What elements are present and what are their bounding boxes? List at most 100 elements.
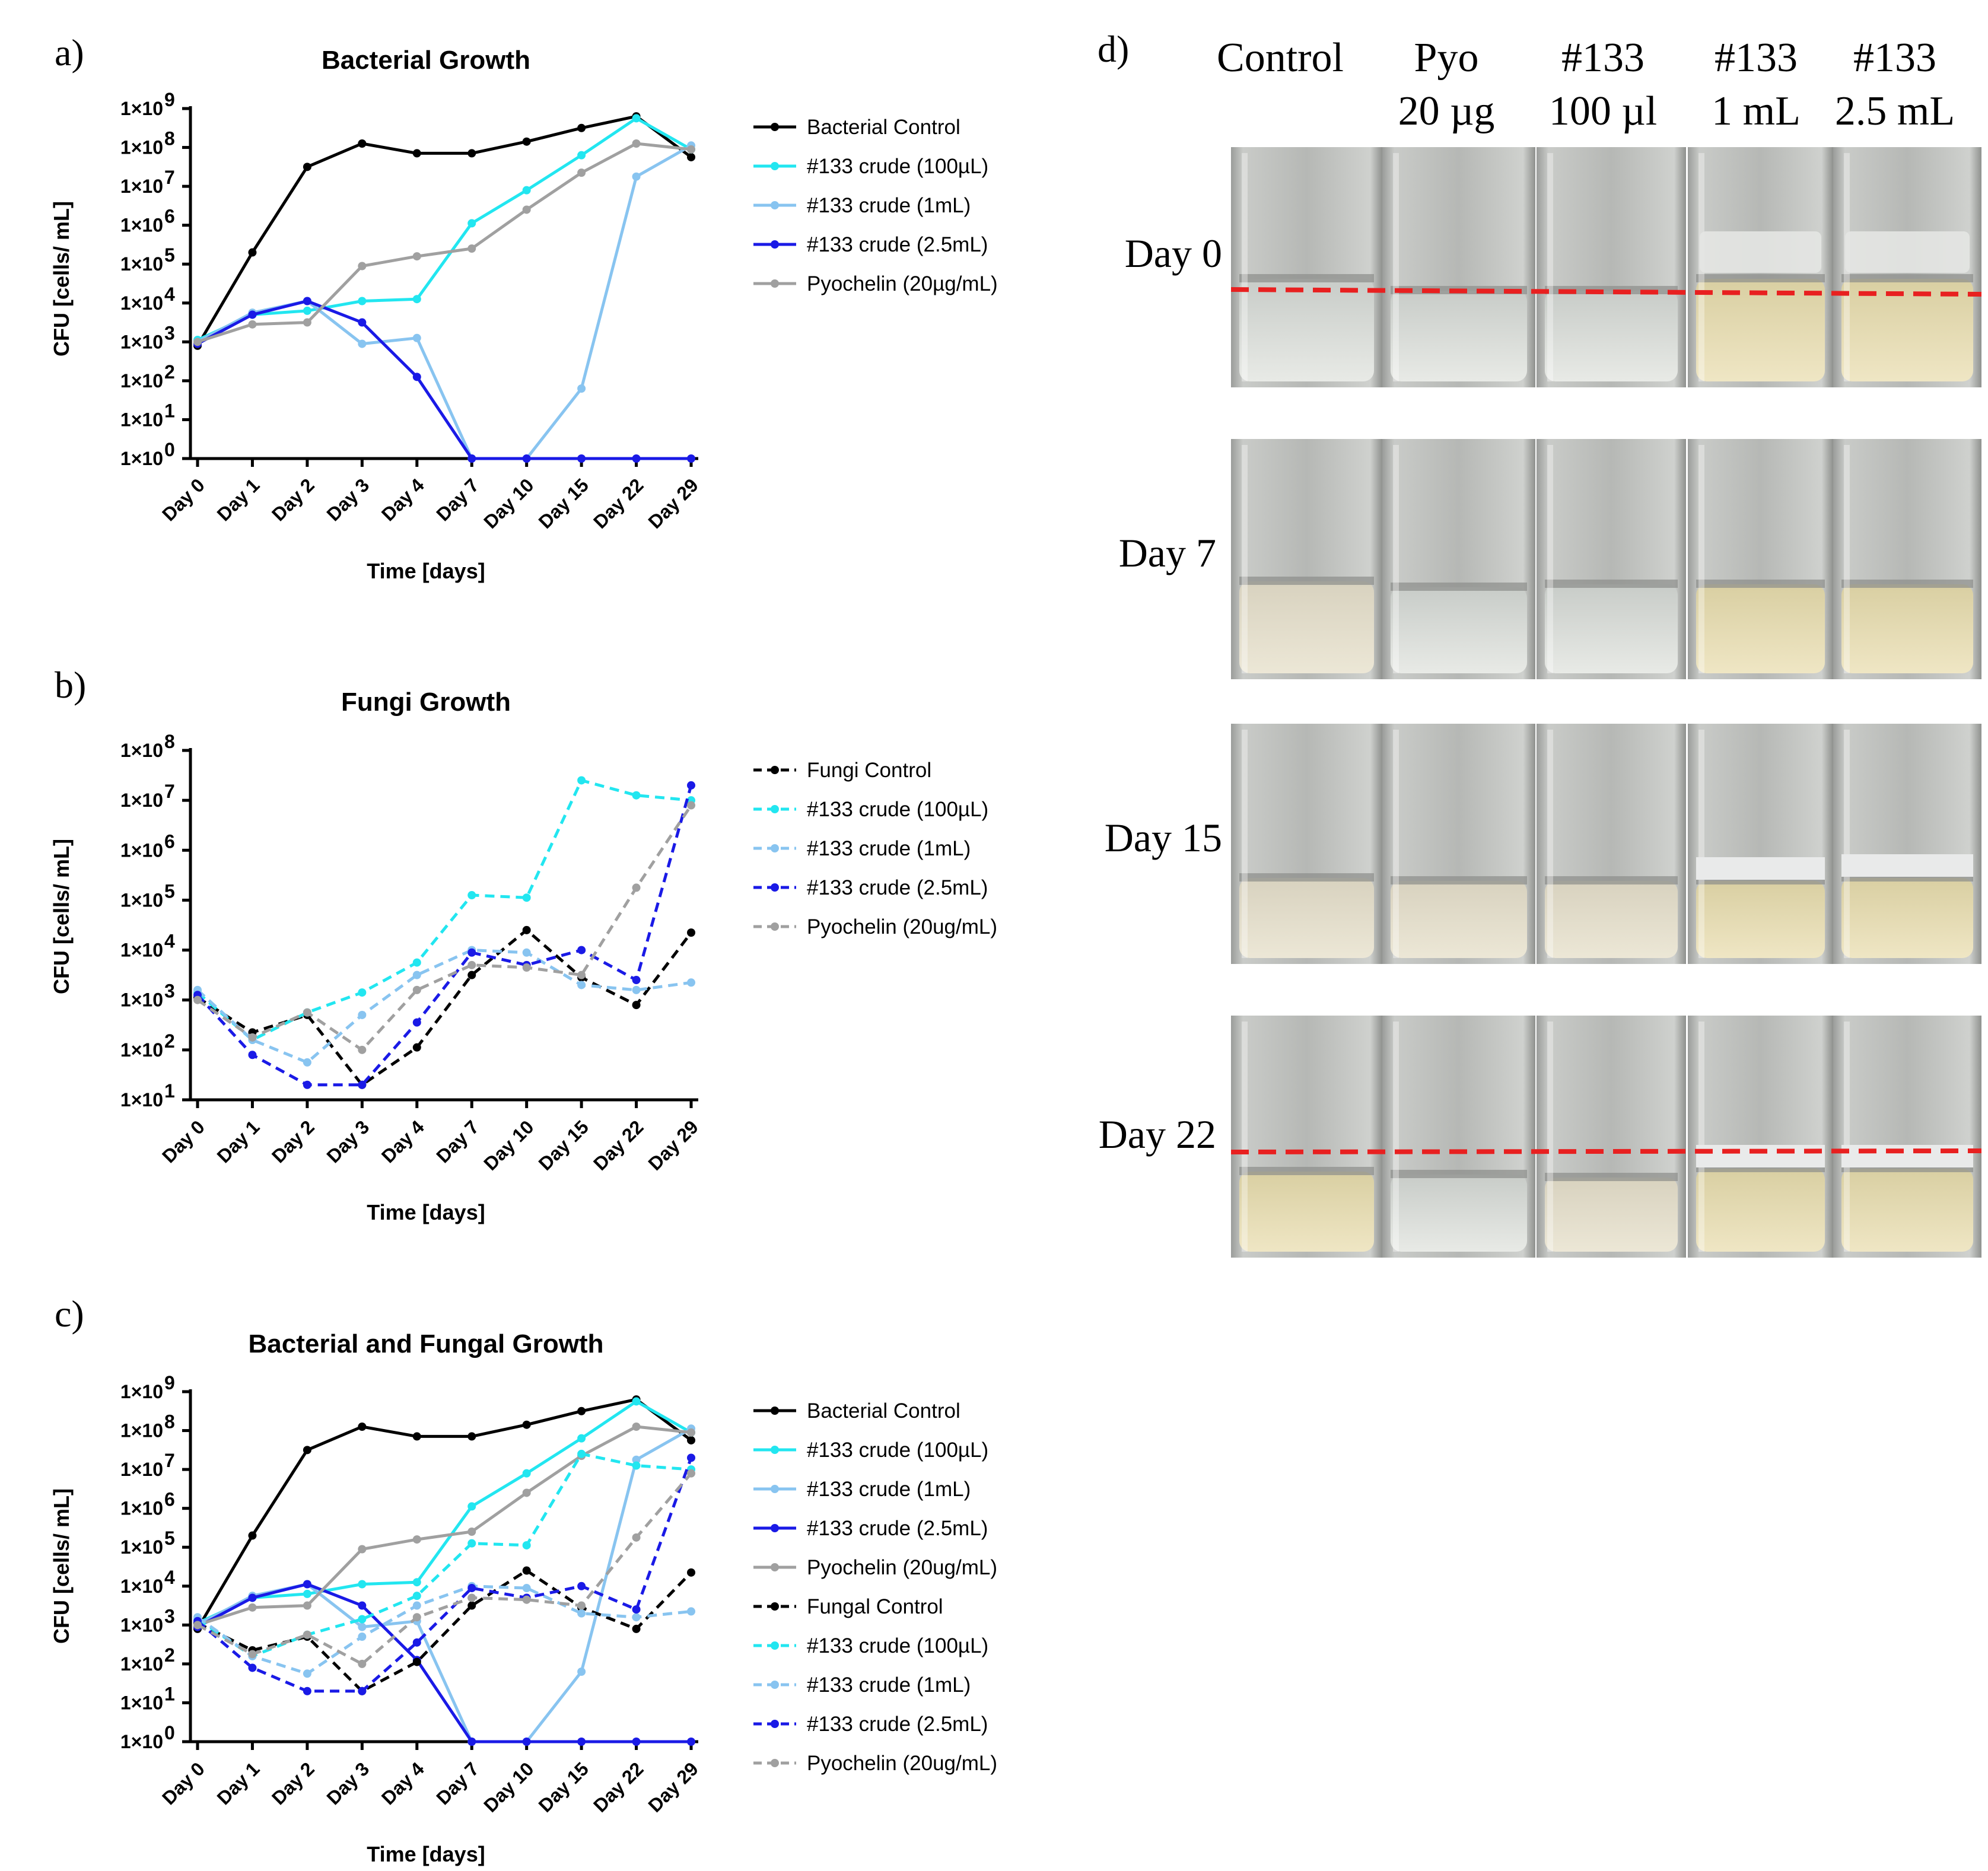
- series-line: [196, 1452, 692, 1658]
- y-tick-exponent: 1: [164, 400, 175, 421]
- x-tick-label: Day 22: [589, 1116, 647, 1174]
- data-point: [522, 1738, 531, 1746]
- y-tick-exponent: 4: [164, 931, 175, 952]
- y-tick-exponent: 7: [164, 167, 175, 188]
- panel-letter-b: b): [55, 664, 86, 706]
- data-point: [467, 1584, 476, 1593]
- vial-photo: [1231, 147, 1382, 387]
- series-layer: [193, 112, 695, 463]
- legend-entry: #133 crude (2.5mL): [753, 1517, 988, 1540]
- legend-swatch-marker: [771, 201, 779, 209]
- x-axis-label: Time [days]: [367, 1200, 485, 1224]
- data-point: [577, 970, 586, 979]
- y-tick-exponent: 3: [164, 981, 175, 1002]
- data-point: [522, 454, 531, 463]
- data-point: [412, 1018, 421, 1027]
- data-point: [303, 1589, 311, 1598]
- vial-highlight: [1393, 1022, 1399, 1252]
- data-point: [248, 1033, 257, 1042]
- data-point: [248, 248, 257, 257]
- series-line: [196, 1584, 692, 1675]
- data-point: [303, 1601, 311, 1610]
- data-point: [577, 1434, 586, 1443]
- vial-liquid: [1239, 1172, 1374, 1252]
- y-tick-exponent: 6: [164, 206, 175, 227]
- series-pyochelin-20-g-ml: [193, 139, 695, 346]
- series-line: [196, 300, 691, 460]
- y-tick-label: 1×10: [120, 1576, 163, 1597]
- vial-liquid: [1696, 279, 1825, 381]
- data-point: [522, 1584, 531, 1593]
- x-tick-label: Day 22: [589, 1758, 647, 1816]
- photo-column-headers: Control Pyo 20 µg #133 100 µl #133 1 mL …: [1217, 35, 1955, 134]
- vial-highlight: [1393, 730, 1399, 958]
- photo-rows: [1230, 147, 1982, 1258]
- vial-highlight: [1547, 1022, 1553, 1252]
- legend-label: #133 crude (100µL): [807, 1439, 988, 1462]
- data-point: [358, 339, 367, 348]
- series-line: [196, 785, 693, 1087]
- data-point: [358, 297, 367, 306]
- data-point: [522, 137, 531, 146]
- y-tick-exponent: 4: [164, 1567, 175, 1588]
- vial-highlight: [1242, 445, 1248, 673]
- vial-liquid: [1696, 881, 1825, 958]
- y-tick-exponent: 1: [164, 1683, 175, 1704]
- panel-letter-a: a): [55, 31, 84, 74]
- data-point: [412, 1535, 421, 1544]
- data-point: [632, 791, 641, 800]
- data-point: [577, 1449, 586, 1458]
- legend-swatch-marker: [771, 1681, 779, 1689]
- data-point: [412, 1592, 421, 1600]
- x-tick-label: Day 3: [322, 1758, 373, 1809]
- y-tick-exponent: 2: [164, 1030, 175, 1052]
- x-tick-label: Day 0: [158, 1116, 209, 1167]
- vial-liquid: [1391, 1175, 1527, 1252]
- data-point: [467, 891, 476, 900]
- data-point: [412, 1578, 421, 1587]
- data-point: [248, 1603, 257, 1612]
- chart-title: Fungi Growth: [341, 688, 511, 717]
- legend-swatch-marker: [771, 883, 779, 892]
- data-point: [467, 1432, 476, 1441]
- series-line: [197, 1425, 692, 1627]
- data-point: [248, 1051, 257, 1059]
- photo-panel: Control Pyo 20 µg #133 100 µl #133 1 mL …: [1099, 35, 1982, 1258]
- series-133-crude-1ml: [193, 1424, 695, 1746]
- column-header-control: Control: [1217, 35, 1344, 81]
- y-tick-label: 1×10: [120, 331, 163, 352]
- series-line: [196, 1569, 692, 1693]
- series-line: [196, 928, 692, 1087]
- data-point: [303, 1080, 311, 1089]
- series-line: [196, 1398, 692, 1630]
- data-point: [687, 928, 695, 937]
- series-133-crude-1ml-dashed: [193, 946, 695, 1067]
- data-point: [522, 205, 531, 214]
- legend-entry: #133 crude (1mL): [753, 1673, 971, 1697]
- data-point: [467, 454, 476, 463]
- series-133-crude-2-5ml-dashed: [193, 781, 695, 1089]
- series-pyochelin-20ug-ml-dashed: [193, 801, 695, 1054]
- x-tick-label: Day 7: [432, 1758, 483, 1809]
- legend-swatch-marker: [771, 123, 779, 131]
- y-tick-label: 1×10: [120, 740, 163, 761]
- legend-entry: Fungal Control: [753, 1595, 943, 1618]
- y-tick-exponent: 5: [164, 880, 175, 902]
- x-tick-label: Day 10: [479, 1116, 537, 1174]
- vial-highlight: [1547, 153, 1553, 381]
- data-point: [632, 883, 641, 892]
- data-point: [632, 1533, 641, 1542]
- legend-entry: #133 crude (1mL): [753, 194, 971, 217]
- y-tick-label: 1×10: [120, 1089, 163, 1110]
- photo-row-day-22: [1231, 1016, 1981, 1258]
- vial-highlight: [1698, 730, 1704, 958]
- data-point: [467, 149, 476, 158]
- data-point: [303, 1669, 311, 1678]
- x-tick-label: Day 4: [377, 1116, 428, 1167]
- legend: Fungi Control #133 crude (100µL) #133 crud…: [753, 759, 997, 938]
- series-line: [196, 116, 692, 342]
- data-point: [577, 981, 586, 989]
- data-point: [467, 948, 476, 957]
- legend-swatch-marker: [771, 1563, 779, 1571]
